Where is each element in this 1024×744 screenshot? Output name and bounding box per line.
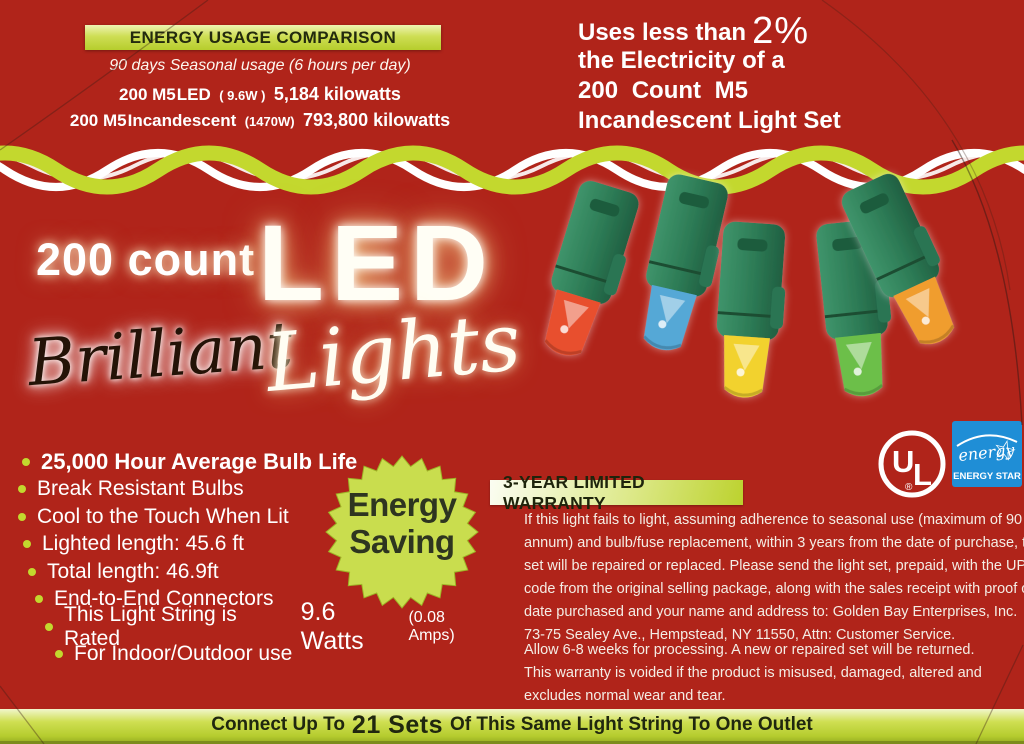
claim-percent: 2%	[752, 10, 810, 52]
warranty-banner-text: 3-YEAR LIMITED WARRANTY	[503, 471, 645, 513]
energy-star-artwork: energy ☆ ENERGY STAR	[953, 433, 1021, 482]
bullet-icon	[22, 457, 30, 466]
bulb-count-title: 200 count	[36, 234, 256, 285]
feature-text: End-to-End Connectors	[54, 587, 274, 611]
feature-list: 25,000 Hour Average Bulb Life Break Resi…	[14, 448, 494, 668]
footer-sets-count: 21 Sets	[351, 710, 443, 739]
footer-suffix: Of This Same Light String To One Outlet	[449, 714, 813, 735]
feature-text: Cool to the Touch When Lit	[37, 504, 289, 528]
incandescent-usage-line: 200 M5Incandescent (1470W) 793,800 kilow…	[40, 110, 480, 131]
claim-line-1-text: Uses less than	[578, 19, 747, 46]
warranty-line: 73-75 Sealey Ave., Hempstead, NY 11550, …	[524, 627, 956, 643]
bullet-icon	[55, 650, 63, 659]
starburst-shape	[325, 455, 479, 609]
footer-connect-banner: Connect Up To 21 Sets Of This Same Light…	[0, 709, 1024, 744]
claim-line-3: 200 Count M5	[578, 77, 749, 104]
badge-line-1: Energy	[347, 486, 457, 523]
led-wattage: ( 9.6W )	[219, 88, 266, 103]
warranty-paragraph-1: If this light fails to light, assuming a…	[524, 509, 1024, 647]
warranty-line: code from the original selling package, …	[524, 581, 1024, 597]
led-kilowatts-value: 5,184 kilowatts	[273, 84, 401, 104]
ul-letter-u: U	[892, 444, 914, 479]
warranty-line: set will be repaired or replaced. Please…	[524, 558, 1024, 574]
feature-indoor-outdoor: For Indoor/Outdoor use	[55, 641, 494, 669]
incandescent-type-label: Incandescent	[127, 111, 237, 130]
feature-connectors: End-to-End Connectors	[35, 586, 494, 614]
feature-rated-watts: This Light String is Rated 9.6 Watts (0.08…	[45, 598, 494, 655]
badge-line-2: Saving	[349, 523, 455, 560]
led-bulb-red	[544, 180, 639, 356]
warranty-line: date purchased and your name and address…	[524, 604, 1018, 620]
incandescent-kilowatts-value: 793,800 kilowatts	[303, 110, 451, 130]
incandescent-count-label: 200 M5	[69, 111, 127, 130]
feature-cool-touch: Cool to the Touch When Lit	[18, 503, 494, 531]
claim-line-4: Incandescent Light Set	[578, 107, 841, 134]
star-icon: ☆	[989, 433, 1020, 468]
led-title: LED	[258, 202, 495, 323]
warranty-line: This warranty is voided if the product i…	[524, 665, 982, 681]
energy-star-icon: energy ☆ ENERGY STAR	[952, 421, 1022, 487]
claim-line-1: Uses less than 2%	[578, 12, 978, 50]
energy-usage-comparison-title: ENERGY USAGE COMPARISON	[129, 27, 397, 47]
feature-text: Break Resistant Bulbs	[37, 477, 244, 501]
warranty-line: Allow 6-8 weeks for processing. A new or…	[524, 642, 975, 658]
brand-script-brilliant: Brilliant	[25, 308, 295, 402]
energy-usage-comparison-banner: ENERGY USAGE COMPARISON	[85, 25, 441, 50]
energy-star-label: ENERGY STAR	[953, 471, 1021, 482]
energy-saving-badge	[325, 455, 479, 609]
led-bulb-yellow	[716, 221, 786, 398]
rated-prefix: This Light String is Rated	[64, 602, 237, 650]
led-usage-line: 200 M5LED ( 9.6W ) 5,184 kilowatts	[40, 84, 480, 105]
warranty-line: If this light fails to light, assuming a…	[524, 512, 1024, 528]
led-bulb-string-photo	[544, 173, 955, 398]
efficiency-claim: Uses less than 2% the Electricity of a 20…	[578, 12, 978, 136]
bullet-icon	[18, 512, 26, 521]
feature-total-length: Total length: 46.9ft	[28, 558, 494, 586]
feature-text: Total length: 46.9ft	[47, 559, 219, 583]
bullet-icon	[23, 540, 31, 549]
ul-letter-l: L	[913, 457, 932, 492]
bullet-icon	[18, 485, 26, 494]
led-type-label: LED	[176, 85, 211, 104]
ul-ring	[878, 430, 946, 498]
warranty-line: annum) and bulb/fuse replacement, within…	[524, 535, 1024, 551]
feature-text: 25,000 Hour Average Bulb Life	[41, 448, 358, 474]
warranty-banner: 3-YEAR LIMITED WARRANTY	[490, 472, 743, 513]
feature-lighted-length: Lighted length: 45.6 ft	[23, 531, 494, 559]
feature-text: Lighted length: 45.6 ft	[42, 532, 244, 556]
feature-bulb-life: 25,000 Hour Average Bulb Life	[22, 448, 494, 476]
feature-break-resistant: Break Resistant Bulbs	[18, 476, 494, 504]
led-bulb-orange	[841, 173, 955, 345]
footer-prefix: Connect Up To	[211, 714, 345, 735]
led-count-label: 200 M5	[119, 85, 176, 104]
rated-watts-value: 9.6 Watts	[300, 597, 364, 655]
warranty-paragraph-2: Allow 6-8 weeks for processing. A new or…	[524, 639, 982, 708]
seasonal-usage-subtitle: 90 days Seasonal usage (6 hours per day)	[109, 57, 411, 74]
warranty-line: excludes normal wear and tear.	[524, 688, 726, 704]
bullet-icon	[35, 595, 43, 604]
incandescent-wattage: (1470W)	[244, 114, 295, 129]
bullet-icon	[45, 622, 53, 631]
ul-certification-icon: U L ®	[878, 430, 946, 498]
feature-text: For Indoor/Outdoor use	[74, 642, 293, 666]
energy-star-arc	[956, 434, 1018, 447]
claim-line-2: the Electricity of a	[578, 47, 785, 74]
bullet-icon	[28, 567, 36, 576]
registered-mark: ®	[905, 482, 913, 493]
led-bulb-blue	[643, 174, 728, 351]
energy-saving-badge-text: Energy Saving	[322, 486, 482, 560]
rated-amps-value: (0.08 Amps)	[408, 608, 455, 644]
